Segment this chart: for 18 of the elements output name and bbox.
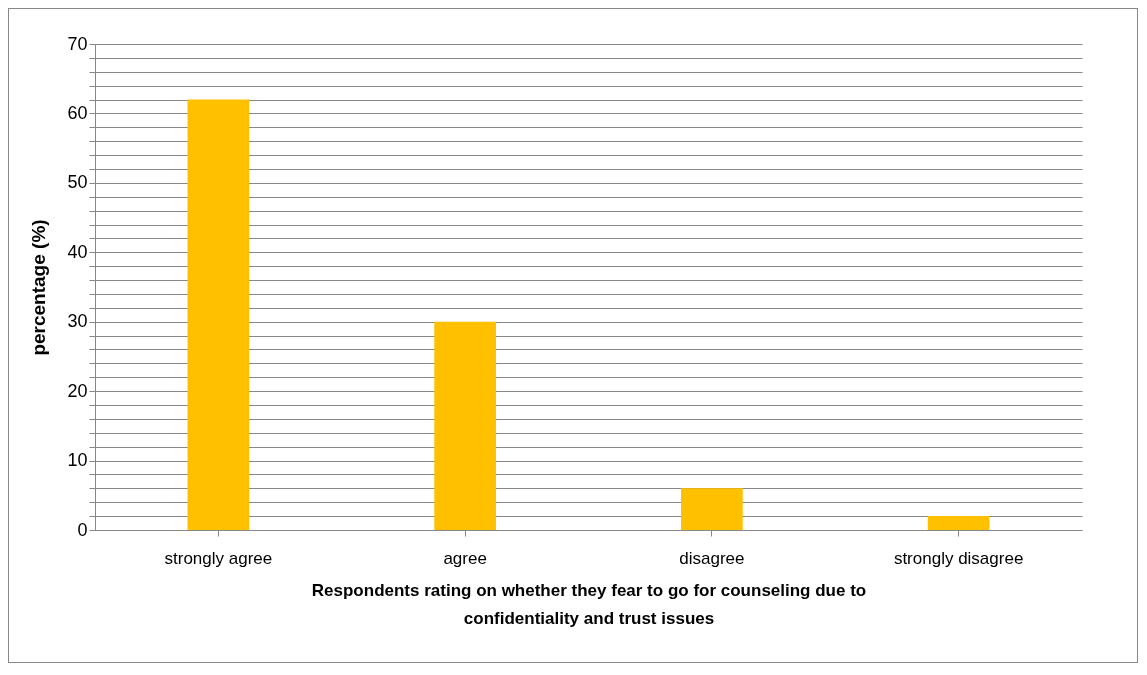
y-tick-label: 60: [67, 102, 88, 123]
y-tick-label: 40: [67, 241, 88, 262]
x-tick-label: disagree: [679, 548, 745, 568]
y-axis-title: percentage (%): [28, 219, 50, 356]
bar: [434, 321, 496, 530]
x-tick-label: strongly disagree: [893, 548, 1024, 568]
bar: [681, 488, 743, 530]
y-tick-label: 10: [67, 450, 88, 471]
bar: [927, 516, 990, 530]
y-tick-label: 50: [67, 172, 88, 193]
y-tick-label: 70: [67, 33, 88, 54]
bar: [187, 99, 250, 530]
y-tick-label: 30: [67, 311, 88, 332]
y-tick-label: 20: [67, 380, 88, 401]
y-tick-label: 0: [77, 519, 88, 540]
x-axis-title: Respondents rating on whether they fear to go for counseling due to confidentiality and trust issues: [311, 580, 867, 628]
x-tick-label: agree: [443, 548, 487, 568]
x-tick-label: strongly agree: [164, 548, 273, 568]
